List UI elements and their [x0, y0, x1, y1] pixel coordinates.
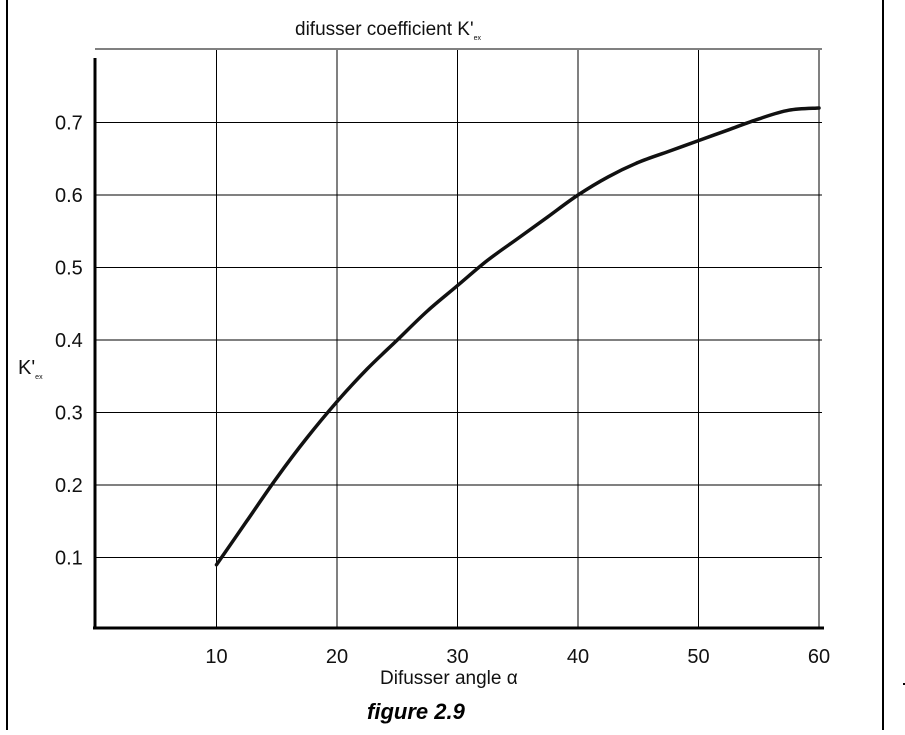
- x-tick-label-30: 30: [446, 646, 468, 668]
- y-tick-label-0.2: 0.2: [55, 475, 83, 497]
- x-tick-label-40: 40: [567, 646, 589, 668]
- y-tick-label-0.7: 0.7: [55, 113, 83, 135]
- stray-dot: [903, 683, 905, 685]
- y-axis-label-subscript: ex: [35, 374, 43, 381]
- x-tick-labels: 10 20 30 40 50 60: [205, 646, 830, 668]
- grid-lines: [95, 50, 822, 628]
- x-tick-label-20: 20: [326, 646, 348, 668]
- series-group: [214, 106, 821, 567]
- figure-caption: figure 2.9: [367, 699, 465, 724]
- axes: [93, 58, 824, 630]
- y-tick-label-0.3: 0.3: [55, 403, 83, 425]
- y-tick-label-0.6: 0.6: [55, 185, 83, 207]
- x-tick-label-50: 50: [687, 646, 709, 668]
- chart-title-main: difusser coefficient K': [295, 19, 474, 40]
- y-axis-label: K'ex: [18, 357, 43, 381]
- y-tick-label-0.4: 0.4: [55, 330, 83, 352]
- chart-title: difusser coefficient K'ex: [295, 19, 481, 42]
- x-tick-label-10: 10: [205, 646, 227, 668]
- y-tick-label-0.1: 0.1: [55, 548, 83, 570]
- y-tick-label-0.5: 0.5: [55, 258, 83, 280]
- chart-title-subscript: ex: [474, 35, 482, 42]
- x-axis-label: Difusser angle α: [380, 668, 518, 689]
- y-axis-label-main: K': [18, 357, 35, 379]
- series-line-0: [214, 106, 821, 567]
- x-tick-label-60: 60: [808, 646, 830, 668]
- y-tick-labels: 0.1 0.2 0.3 0.4 0.5 0.6 0.7: [55, 113, 83, 570]
